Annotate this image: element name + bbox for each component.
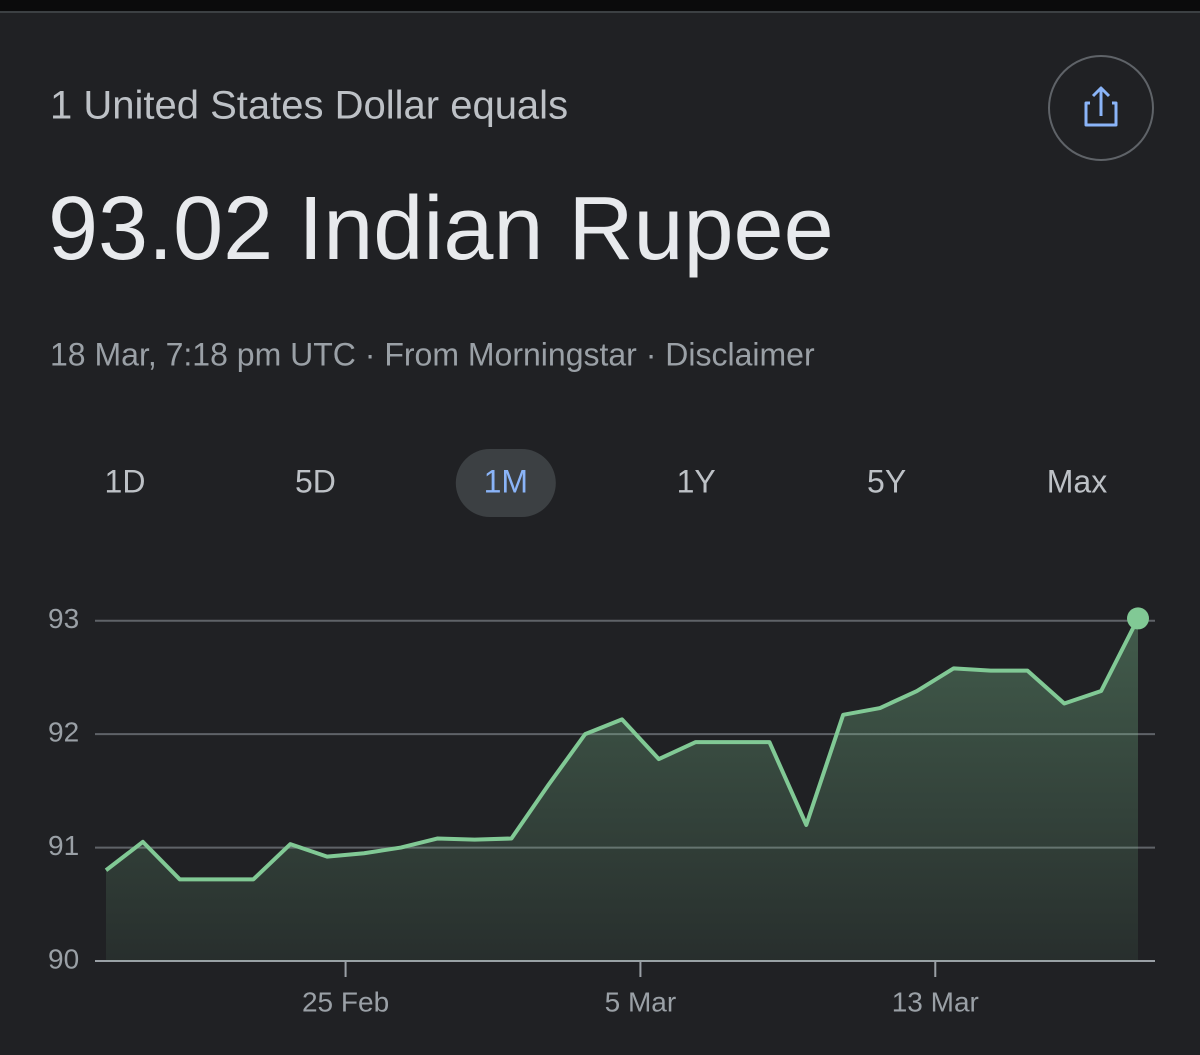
share-icon[interactable] bbox=[1084, 86, 1118, 127]
y-tick-label: 91 bbox=[48, 830, 79, 861]
y-tick-label: 93 bbox=[48, 603, 79, 634]
y-tick-label: 90 bbox=[48, 943, 79, 974]
tab[interactable]: 5Y bbox=[867, 463, 906, 499]
subtitle: 1 United States Dollar equals bbox=[50, 84, 568, 128]
line bbox=[104, 617, 1140, 882]
top-bar bbox=[0, 0, 1200, 12]
x-tick-label: 5 Mar bbox=[605, 986, 677, 1017]
meta: 18 Mar, 7:18 pm UTC · From Morningstar ·… bbox=[50, 336, 815, 372]
tab[interactable]: 1Y bbox=[677, 463, 716, 499]
share-button[interactable] bbox=[1048, 55, 1154, 161]
share-circle[interactable] bbox=[1048, 55, 1154, 161]
area bbox=[106, 618, 1138, 961]
y-tick-label: 92 bbox=[48, 717, 79, 748]
tab-highlight[interactable] bbox=[455, 449, 556, 517]
tab[interactable]: 1M bbox=[484, 463, 528, 499]
rate-value: 93.02 Indian Rupee bbox=[48, 179, 834, 279]
range-tabs: 1D 5D 1M 1Y 5Y Max bbox=[105, 449, 1107, 517]
end-dot bbox=[1127, 607, 1149, 630]
tab[interactable]: 5D bbox=[295, 463, 336, 499]
chart: 90 91 92 93 25 Feb 5 Mar 13 Mar bbox=[48, 603, 1155, 1017]
tab[interactable]: Max bbox=[1047, 463, 1107, 499]
tab[interactable]: 1D bbox=[105, 463, 146, 499]
x-tick-label: 13 Mar bbox=[892, 986, 979, 1017]
x-tick-label: 25 Feb bbox=[302, 986, 389, 1017]
